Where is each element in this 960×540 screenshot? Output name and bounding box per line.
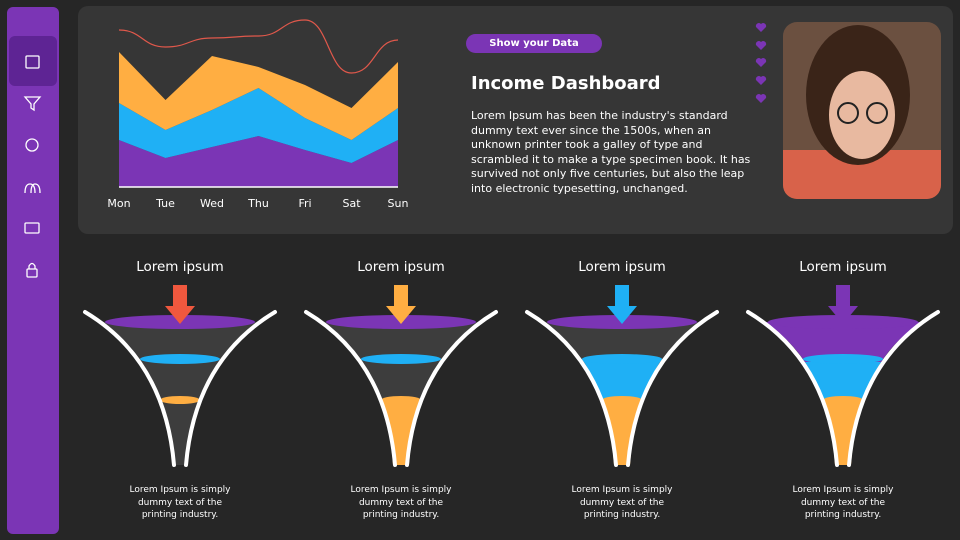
sidebar-active: [9, 36, 57, 86]
funnel-text: Lorem Ipsum is simply dummy text of the …: [571, 485, 673, 520]
funnel-level: [803, 354, 883, 364]
funnel-fill: [321, 400, 481, 465]
icon-briefcase[interactable]: [24, 222, 40, 234]
x-tick-label: Fri: [298, 197, 311, 210]
funnel-level: [361, 354, 441, 364]
dashboard-title: Income Dashboard: [471, 73, 661, 94]
area: [119, 88, 398, 163]
funnel-text: Lorem Ipsum is simply dummy text of the …: [792, 485, 894, 520]
funnel-rim: [405, 310, 498, 467]
icon-calendar[interactable]: [25, 55, 40, 69]
x-tick-label: Tue: [155, 197, 175, 210]
area-chart: Mon Tue Wed Thu Fri Sat Sun: [107, 19, 409, 210]
heart[interactable]: [755, 94, 767, 103]
funnel-body: [321, 322, 481, 465]
funnel-text: Lorem Ipsum is simply dummy text of the …: [129, 485, 231, 520]
x-tick-label: Wed: [200, 197, 224, 210]
funnel-band: [542, 400, 702, 465]
funnel-arrow: [165, 285, 195, 324]
funnel-level: [602, 396, 642, 404]
x-tick-label: Mon: [107, 197, 130, 210]
funnel-title: Lorem ipsum: [136, 259, 224, 275]
funnel-rim: [525, 310, 618, 467]
icon-lock-shackle: [28, 262, 36, 269]
photo: [783, 22, 941, 199]
funnel-rim: [626, 310, 719, 467]
funnel-rim: [304, 310, 397, 467]
icon-settings[interactable]: [25, 138, 39, 152]
heart[interactable]: [755, 76, 767, 85]
area: [119, 52, 398, 140]
funnel-level: [160, 396, 200, 404]
funnel-title: Lorem ipsum: [578, 259, 666, 275]
icon-lock[interactable]: [26, 268, 38, 278]
show-data-button[interactable]: Show your Data: [466, 34, 602, 53]
sidebar-icons: [23, 55, 42, 278]
funnel-body: [100, 322, 260, 465]
funnel-band: [763, 400, 923, 465]
funnel-band: [542, 359, 702, 400]
heart[interactable]: [755, 23, 767, 32]
funnel-rim: [847, 310, 940, 467]
funnel-arrow: [386, 285, 416, 324]
funnel-arrow: [828, 285, 858, 324]
icon-filter[interactable]: [23, 96, 42, 112]
funnel-level: [140, 354, 220, 364]
x-tick-label: Sun: [388, 197, 409, 210]
x-tick-label: Thu: [247, 197, 269, 210]
heart[interactable]: [755, 58, 767, 67]
line: [118, 19, 399, 74]
funnel-title: Lorem ipsum: [357, 259, 445, 275]
funnel-level: [823, 396, 863, 404]
funnel-rim: [83, 310, 176, 467]
funnels: [83, 285, 940, 467]
funnel-level: [582, 354, 662, 364]
sidebar: [7, 7, 59, 534]
area: [119, 136, 398, 187]
x-tick-label: Sat: [342, 197, 361, 210]
funnel-arrow: [607, 285, 637, 324]
funnel-band: [321, 400, 481, 465]
description: Lorem Ipsum has been the industry's stan…: [471, 109, 751, 195]
funnel-level: [381, 396, 421, 404]
icon-users[interactable]: [24, 183, 41, 194]
funnel-text: Lorem Ipsum is simply dummy text of the …: [350, 485, 452, 520]
funnel-rim: [746, 310, 839, 467]
funnel-title: Lorem ipsum: [799, 259, 887, 275]
heart[interactable]: [755, 41, 767, 50]
funnel-fill: [542, 359, 702, 465]
funnel-rim: [184, 310, 277, 467]
hearts: [755, 23, 767, 103]
funnel-band: [763, 359, 923, 400]
